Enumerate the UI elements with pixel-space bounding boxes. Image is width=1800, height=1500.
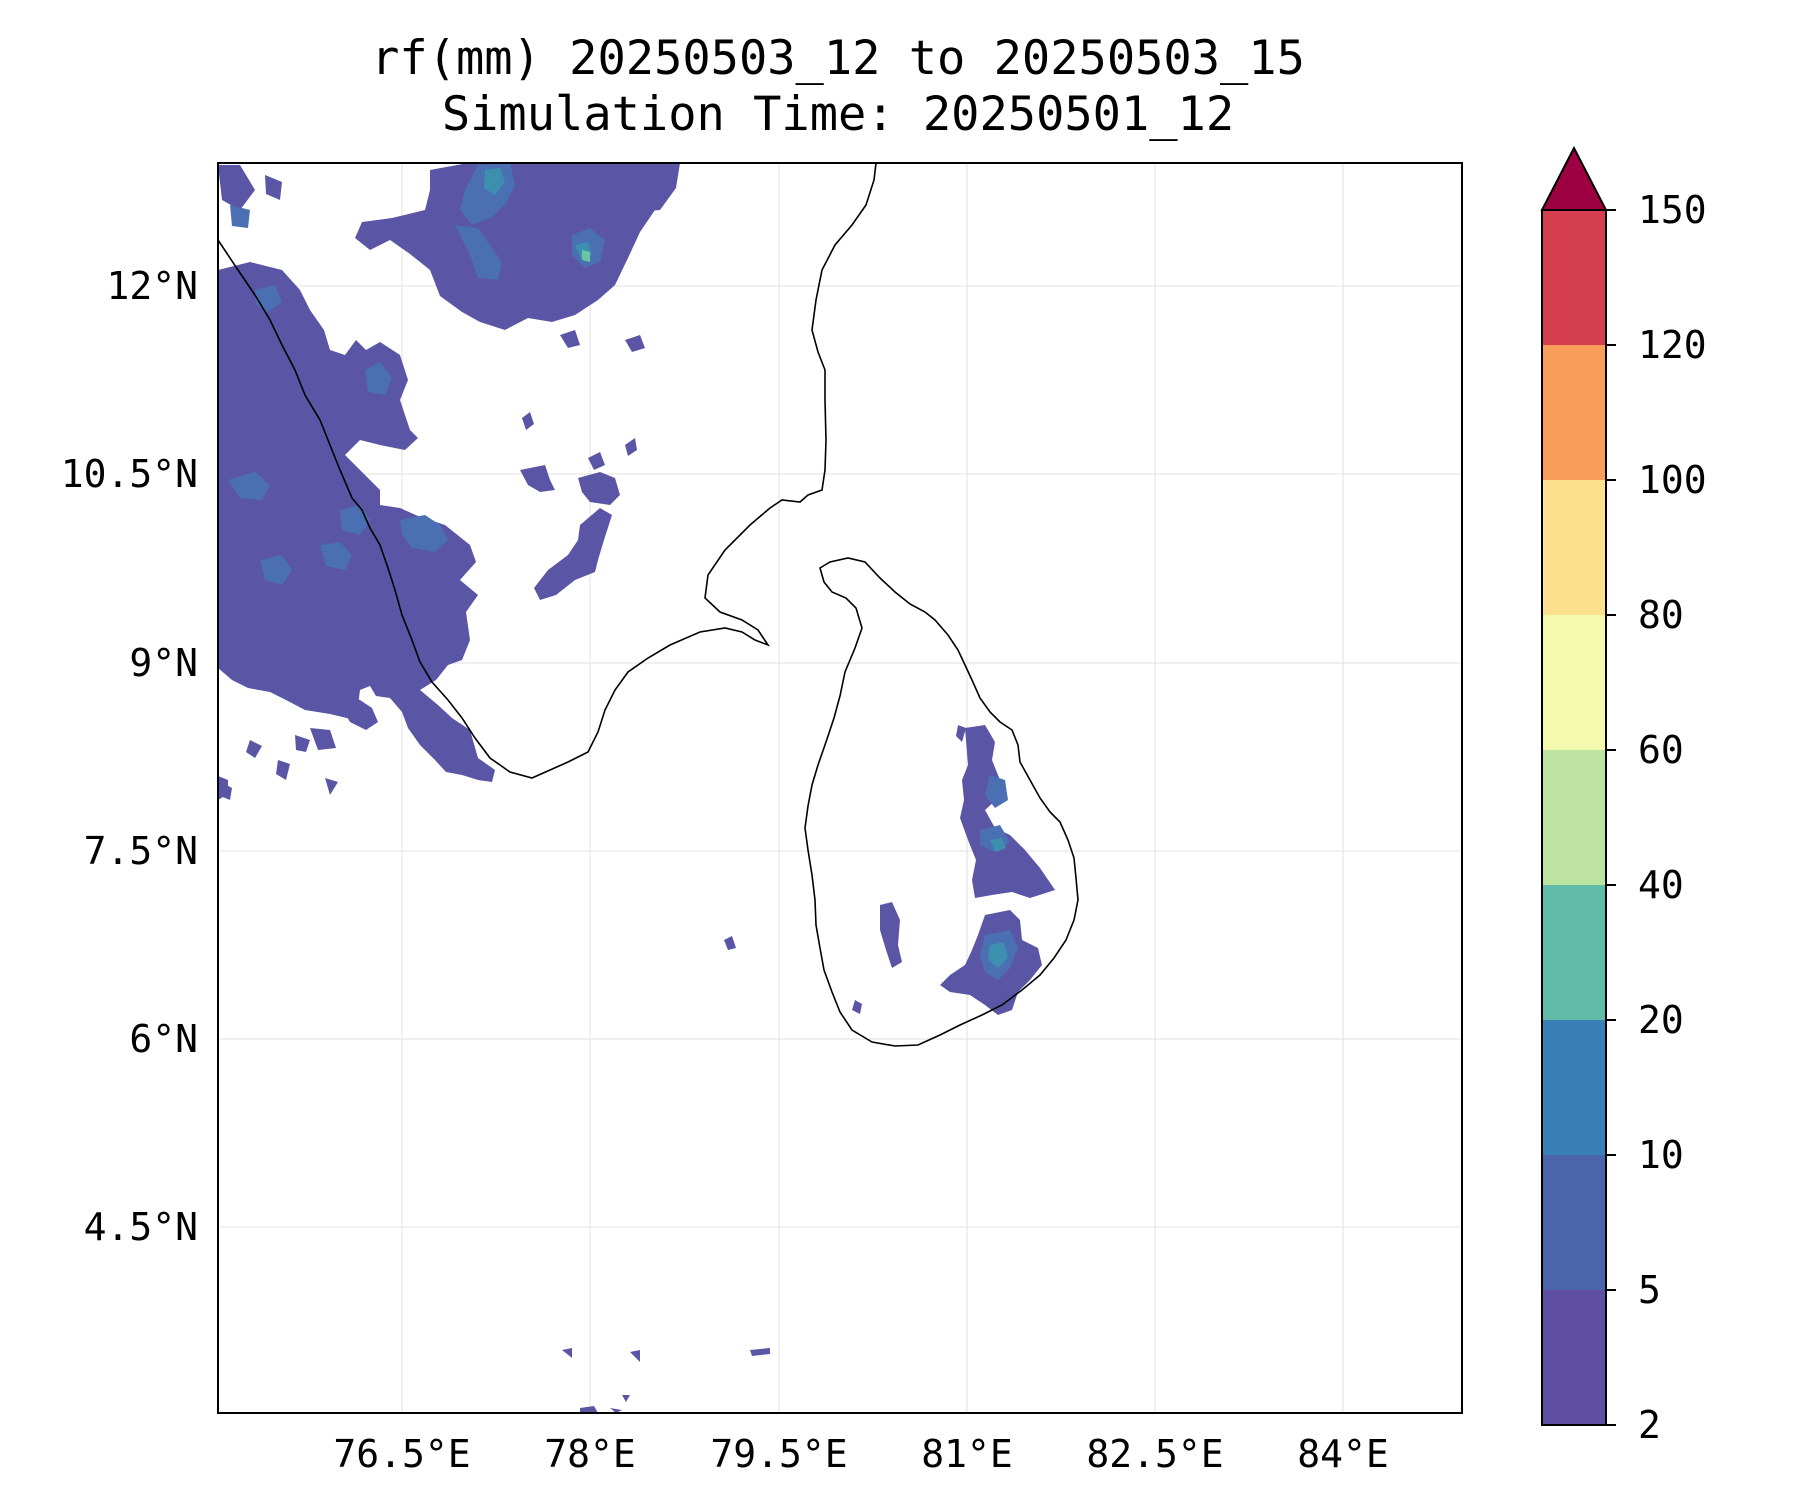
- colorbar-frame: [1541, 209, 1607, 1426]
- lat-tick-label: 12°N: [106, 264, 198, 308]
- colorbar-segment: [1542, 345, 1606, 480]
- lon-tick-label: 76.5°E: [333, 1432, 470, 1476]
- colorbar-segment: [1542, 885, 1606, 1020]
- lon-tick-label: 82.5°E: [1086, 1432, 1223, 1476]
- colorbar-tick-label: 60: [1638, 728, 1684, 772]
- colorbar: 2 5 10 20 40 60 80 100 120 150: [1540, 145, 1707, 1447]
- colorbar-tick-label: 150: [1638, 188, 1707, 232]
- colorbar-tick-label: 120: [1638, 323, 1707, 367]
- colorbar-tick-label: 10: [1638, 1133, 1684, 1177]
- colorbar-segment: [1542, 615, 1606, 750]
- lon-tick-label: 84°E: [1297, 1432, 1389, 1476]
- gridlines: [218, 163, 1462, 1413]
- colorbar-labels: 2 5 10 20 40 60 80 100 120 150: [1638, 188, 1707, 1447]
- colorbar-segment: [1542, 210, 1606, 345]
- lat-tick-label: 7.5°N: [84, 829, 198, 873]
- colorbar-segment: [1542, 1020, 1606, 1155]
- lat-axis: 12°N 10.5°N 9°N 7.5°N 6°N 4.5°N: [61, 264, 198, 1249]
- colorbar-tick-label: 100: [1638, 458, 1707, 502]
- colorbar-extend-arrow: [1540, 145, 1608, 211]
- lat-tick-label: 6°N: [129, 1017, 198, 1061]
- lon-tick-label: 81°E: [921, 1432, 1013, 1476]
- rainfall-light: [218, 163, 1055, 1413]
- title-line-2: Simulation Time: 20250501_12: [442, 87, 1234, 142]
- colorbar-tick-label: 5: [1638, 1268, 1661, 1312]
- colorbar-segment: [1542, 480, 1606, 615]
- colorbar-tick-label: 40: [1638, 863, 1684, 907]
- lat-tick-label: 4.5°N: [84, 1205, 198, 1249]
- colorbar-segment: [1542, 750, 1606, 885]
- colorbar-tick-label: 20: [1638, 998, 1684, 1042]
- lon-axis: 76.5°E 78°E 79.5°E 81°E 82.5°E 84°E: [333, 1432, 1388, 1476]
- coastline: [218, 163, 1079, 1047]
- rainfall-peak: [582, 250, 590, 262]
- lon-tick-label: 79.5°E: [710, 1432, 847, 1476]
- rainfall-field: [218, 163, 1055, 1413]
- lon-tick-label: 78°E: [544, 1432, 636, 1476]
- title-line-1: rf(mm) 20250503_12 to 20250503_15: [371, 31, 1305, 86]
- map-frame: [217, 162, 1463, 1414]
- lat-tick-label: 9°N: [129, 641, 198, 685]
- lat-tick-label: 10.5°N: [61, 452, 198, 496]
- colorbar-segment: [1542, 1155, 1606, 1290]
- colorbar-tick-label: 80: [1638, 593, 1684, 637]
- colorbar-tick-label: 2: [1638, 1403, 1661, 1447]
- colorbar-segment: [1542, 1290, 1606, 1425]
